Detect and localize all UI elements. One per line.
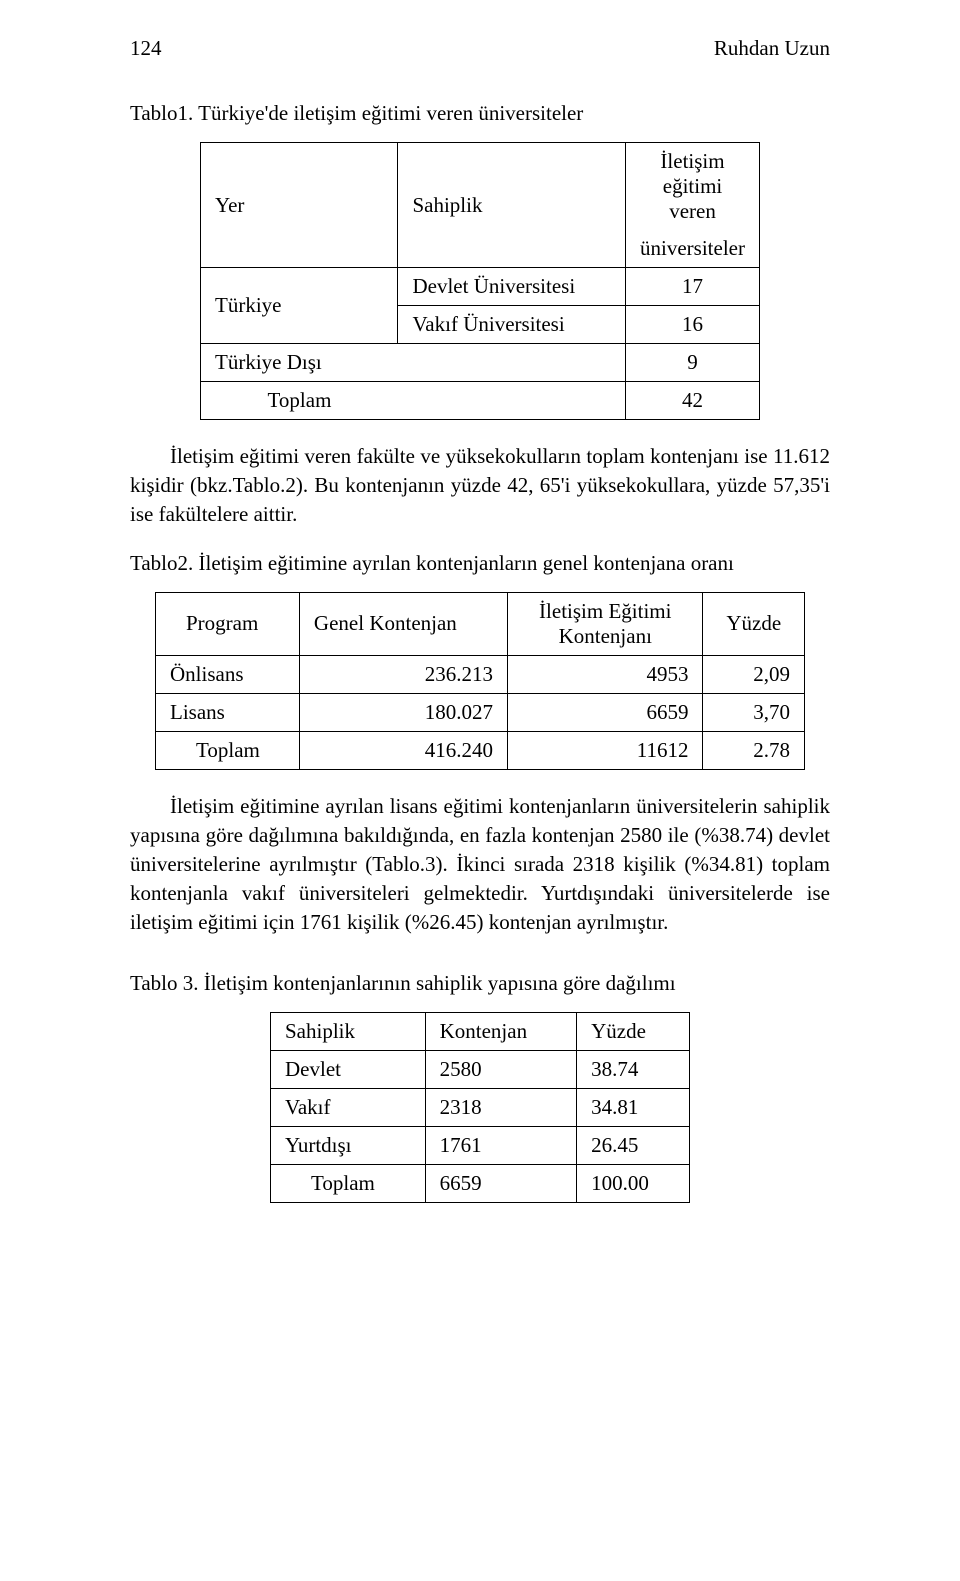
table1-toplam: Toplam [201,382,398,420]
table1-disi-val: 9 [626,344,760,382]
table2-r0-yuzde: 2,09 [703,655,805,693]
paragraph-1: İletişim eğitimi veren fakülte ve yüksek… [130,442,830,529]
table2-r1-program: Lisans [156,693,300,731]
table3-r0-sahiplik: Devlet [271,1050,426,1088]
table1-head-veren-l1: İletişim eğitimi veren [626,143,760,231]
table3-caption: Tablo 3. İletişim kontenjanlarının sahip… [130,971,830,996]
table2-head-iletisim-l1: İletişim Eğitimi [539,599,671,623]
table2-r0-iletisim: 4953 [508,655,703,693]
table1-turkiye: Türkiye [201,268,398,344]
table1-wrap: Yer Sahiplik İletişim eğitimi veren üniv… [130,142,830,420]
table-row: Sahiplik Kontenjan Yüzde [271,1012,690,1050]
table3-r3-yuzde: 100.00 [577,1164,690,1202]
table-row: Program Genel Kontenjan İletişim Eğitimi… [156,592,805,655]
page-number: 124 [130,36,162,61]
table3-r0-yuzde: 38.74 [577,1050,690,1088]
table2-caption: Tablo2. İletişim eğitimine ayrılan konte… [130,551,830,576]
table2-r0-genel: 236.213 [299,655,507,693]
table1-head-yer: Yer [201,143,398,268]
table2-r2-genel: 416.240 [299,731,507,769]
table2-r1-yuzde: 3,70 [703,693,805,731]
table-row: Vakıf 2318 34.81 [271,1088,690,1126]
table3: Sahiplik Kontenjan Yüzde Devlet 2580 38.… [270,1012,690,1203]
table2-head-iletisim-l2: Kontenjanı [559,624,652,648]
table3-head-kontenjan: Kontenjan [425,1012,577,1050]
table-row: Yurtdışı 1761 26.45 [271,1126,690,1164]
table1-vakif: Vakıf Üniversitesi [398,306,626,344]
table2-head-program: Program [156,592,300,655]
table2-wrap: Program Genel Kontenjan İletişim Eğitimi… [130,592,830,770]
table3-r3-kontenjan: 6659 [425,1164,577,1202]
table1-toplam-val: 42 [626,382,760,420]
author-name: Ruhdan Uzun [714,36,830,61]
table3-head-sahiplik: Sahiplik [271,1012,426,1050]
table-row: Türkiye Dışı 9 [201,344,760,382]
table2-r2-program: Toplam [156,731,300,769]
table2-r2-yuzde: 2.78 [703,731,805,769]
table1-devlet: Devlet Üniversitesi [398,268,626,306]
table1-caption: Tablo1. Türkiye'de iletişim eğitimi vere… [130,101,830,126]
table3-r1-yuzde: 34.81 [577,1088,690,1126]
table2-head-yuzde: Yüzde [703,592,805,655]
table3-wrap: Sahiplik Kontenjan Yüzde Devlet 2580 38.… [130,1012,830,1203]
table3-head-yuzde: Yüzde [577,1012,690,1050]
table3-r2-kontenjan: 1761 [425,1126,577,1164]
page: 124 Ruhdan Uzun Tablo1. Türkiye'de ileti… [0,0,960,1581]
table-row: Önlisans 236.213 4953 2,09 [156,655,805,693]
table-row: Toplam 416.240 11612 2.78 [156,731,805,769]
table1-toplam-blank [398,382,626,420]
table1-disi: Türkiye Dışı [201,344,398,382]
paragraph-2: İletişim eğitimine ayrılan lisans eğitim… [130,792,830,937]
table3-r2-yuzde: 26.45 [577,1126,690,1164]
table3-r3-sahiplik: Toplam [271,1164,426,1202]
table-row: Devlet 2580 38.74 [271,1050,690,1088]
table2-r2-iletisim: 11612 [508,731,703,769]
table1: Yer Sahiplik İletişim eğitimi veren üniv… [200,142,760,420]
table3-r0-kontenjan: 2580 [425,1050,577,1088]
table2-r1-iletisim: 6659 [508,693,703,731]
table1-vakif-val: 16 [626,306,760,344]
table-row: Yer Sahiplik İletişim eğitimi veren [201,143,760,231]
table2-r1-genel: 180.027 [299,693,507,731]
table3-r1-kontenjan: 2318 [425,1088,577,1126]
table2-head-genel: Genel Kontenjan [299,592,507,655]
table1-head-sahiplik: Sahiplik [398,143,626,268]
table-row: Lisans 180.027 6659 3,70 [156,693,805,731]
table-row: Toplam 42 [201,382,760,420]
table3-r1-sahiplik: Vakıf [271,1088,426,1126]
table2-head-iletisim: İletişim Eğitimi Kontenjanı [508,592,703,655]
table1-disi-blank [398,344,626,382]
table1-devlet-val: 17 [626,268,760,306]
table2-r0-program: Önlisans [156,655,300,693]
table-row: Toplam 6659 100.00 [271,1164,690,1202]
table3-r2-sahiplik: Yurtdışı [271,1126,426,1164]
table2: Program Genel Kontenjan İletişim Eğitimi… [155,592,805,770]
running-header: 124 Ruhdan Uzun [130,36,830,61]
table1-head-veren-l2: üniversiteler [626,230,760,268]
table-row: Türkiye Devlet Üniversitesi 17 [201,268,760,306]
